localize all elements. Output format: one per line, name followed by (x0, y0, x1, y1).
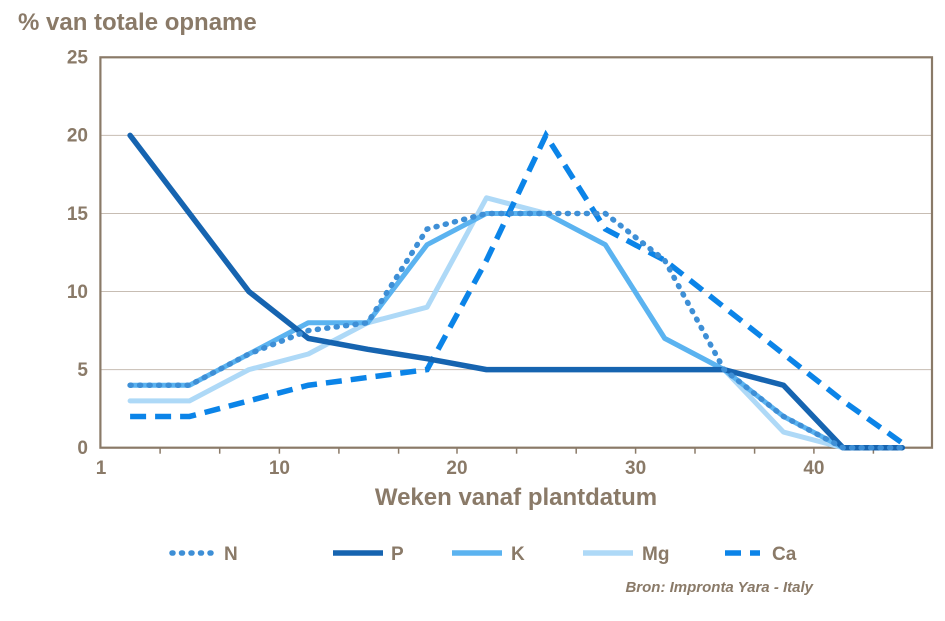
svg-text:20: 20 (67, 126, 88, 147)
svg-text:% van totale opname: % van totale opname (18, 9, 257, 36)
svg-text:5: 5 (77, 360, 88, 381)
svg-text:K: K (511, 544, 525, 565)
svg-text:Weken vanaf plantdatum: Weken vanaf plantdatum (375, 484, 657, 511)
svg-text:Bron: Impronta Yara - Italy: Bron: Impronta Yara - Italy (625, 579, 813, 596)
svg-text:1: 1 (96, 458, 107, 479)
svg-text:10: 10 (269, 458, 290, 479)
svg-text:40: 40 (803, 458, 824, 479)
svg-text:25: 25 (67, 48, 89, 69)
svg-text:Mg: Mg (642, 544, 669, 565)
svg-text:10: 10 (67, 282, 88, 303)
svg-text:30: 30 (625, 458, 646, 479)
svg-text:Ca: Ca (772, 544, 797, 565)
svg-text:15: 15 (67, 204, 89, 225)
svg-text:20: 20 (446, 458, 467, 479)
svg-text:0: 0 (77, 438, 88, 459)
svg-text:N: N (224, 544, 238, 565)
svg-text:P: P (391, 544, 404, 565)
